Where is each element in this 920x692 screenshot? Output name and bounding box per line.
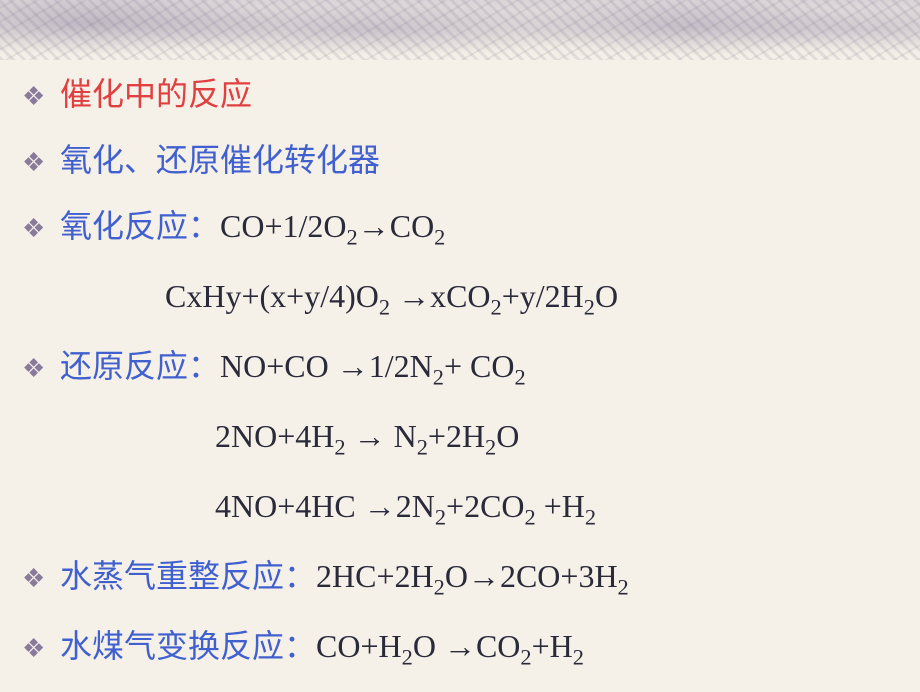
slide-title: 催化中的反应	[60, 70, 252, 118]
reduction-eq1: NO+CO →1/2N2+ CO2	[220, 348, 526, 384]
steam-eq: 2HC+2H2O→2CO+3H2	[316, 558, 629, 594]
bullet-icon: ❖	[22, 209, 42, 248]
steam-line: ❖ 水蒸气重整反应：2HC+2H2O→2CO+3H2	[60, 552, 880, 604]
reduction-line-3: 4NO+4HC →2N2+2CO2 +H2	[60, 482, 880, 534]
oxidation-eq2: CxHy+(x+y/4)O2 →xCO2+y/2H2O	[165, 272, 618, 324]
bullet-icon: ❖	[22, 559, 42, 598]
watergas-eq: CO+H2O →CO2+H2	[316, 628, 584, 664]
slide-content: ❖ 催化中的反应 ❖ 氧化、还原催化转化器 ❖ 氧化反应：CO+1/2O2→CO…	[60, 70, 880, 692]
oxidation-line-1: ❖ 氧化反应：CO+1/2O2→CO2	[60, 202, 880, 254]
reduction-label: 还原反应：	[60, 348, 220, 384]
slide-subtitle: 氧化、还原催化转化器	[60, 136, 380, 184]
decorative-header-texture	[0, 0, 920, 60]
reduction-eq3: 4NO+4HC →2N2+2CO2 +H2	[150, 482, 596, 534]
subtitle-line: ❖ 氧化、还原催化转化器	[60, 136, 880, 184]
oxidation-eq1: CO+1/2O2→CO2	[220, 208, 445, 244]
bullet-icon: ❖	[22, 629, 42, 668]
oxidation-line-2: CxHy+(x+y/4)O2 →xCO2+y/2H2O	[60, 272, 880, 324]
reduction-line-1: ❖ 还原反应：NO+CO →1/2N2+ CO2	[60, 342, 880, 394]
title-line: ❖ 催化中的反应	[60, 70, 880, 118]
bullet-icon: ❖	[22, 143, 42, 182]
reduction-eq2: 2NO+4H2 → N2+2H2O	[150, 412, 519, 464]
steam-label: 水蒸气重整反应：	[60, 558, 316, 594]
bullet-icon: ❖	[22, 77, 42, 116]
watergas-line: ❖ 水煤气变换反应：CO+H2O →CO2+H2	[60, 622, 880, 674]
oxidation-label: 氧化反应：	[60, 208, 220, 244]
watergas-label: 水煤气变换反应：	[60, 628, 316, 664]
reduction-line-2: 2NO+4H2 → N2+2H2O	[60, 412, 880, 464]
bullet-icon: ❖	[22, 349, 42, 388]
